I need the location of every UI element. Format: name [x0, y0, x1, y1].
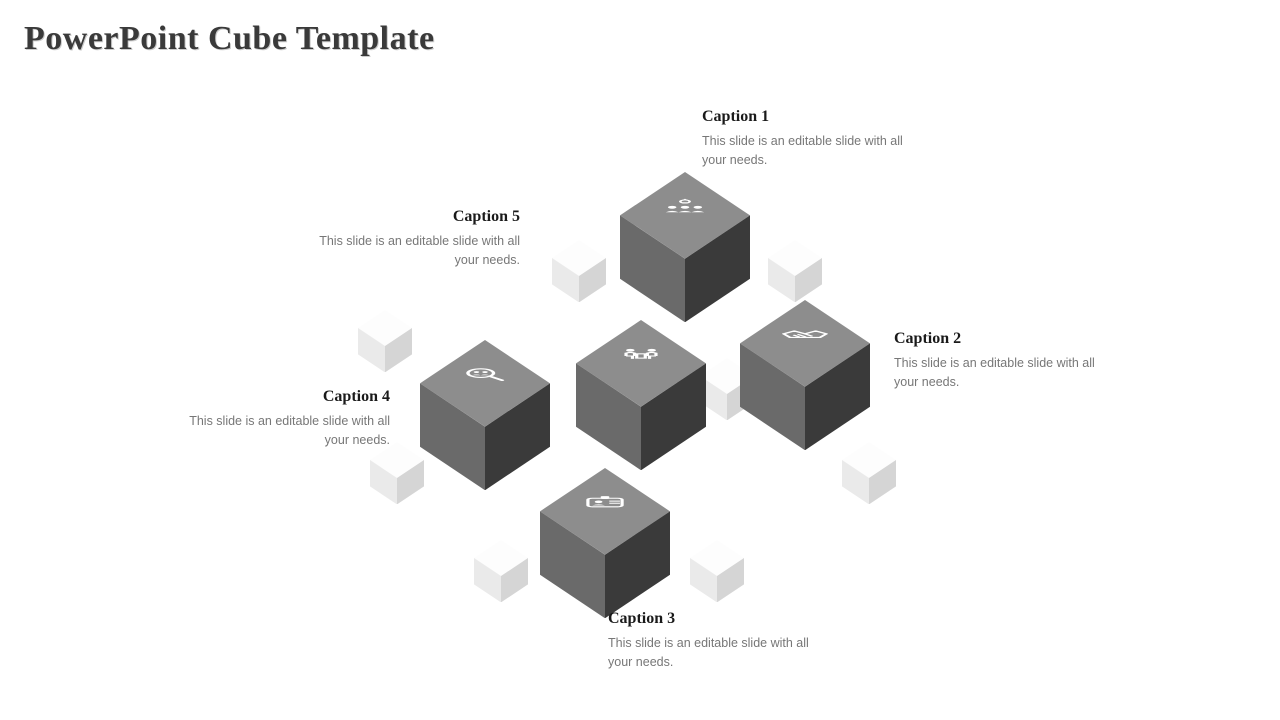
- meeting-icon: [553, 340, 729, 374]
- small-cube: [842, 442, 896, 504]
- caption-body: This slide is an editable slide with all…: [310, 232, 520, 270]
- small-cube: [768, 240, 822, 302]
- team-idea-icon: [597, 192, 773, 226]
- caption-title: Caption 5: [310, 208, 520, 226]
- cube-bottom: [540, 468, 670, 618]
- caption-body: This slide is an editable slide with all…: [894, 354, 1104, 392]
- caption-1: Caption 1 This slide is an editable slide…: [702, 108, 912, 170]
- cube-center: [576, 320, 706, 470]
- small-cube: [552, 240, 606, 302]
- diagram-stage: Caption 1 This slide is an editable slide…: [0, 0, 1280, 720]
- small-cube: [474, 540, 528, 602]
- handshake-icon: [717, 320, 893, 354]
- caption-body: This slide is an editable slide with all…: [702, 132, 912, 170]
- cube-right: [740, 300, 870, 450]
- caption-title: Caption 3: [608, 610, 818, 628]
- caption-title: Caption 1: [702, 108, 912, 126]
- caption-body: This slide is an editable slide with all…: [608, 634, 818, 672]
- caption-body: This slide is an editable slide with all…: [180, 412, 390, 450]
- caption-4: Caption 4 This slide is an editable slide…: [180, 388, 390, 450]
- caption-3: Caption 3 This slide is an editable slide…: [608, 610, 818, 672]
- cube-top: [620, 172, 750, 322]
- caption-5: Caption 5 This slide is an editable slide…: [310, 208, 520, 270]
- magnify-people-icon: [397, 360, 573, 394]
- id-badge-icon: [517, 488, 693, 522]
- caption-2: Caption 2 This slide is an editable slide…: [894, 330, 1104, 392]
- cube-left: [420, 340, 550, 490]
- small-cube: [690, 540, 744, 602]
- caption-title: Caption 2: [894, 330, 1104, 348]
- caption-title: Caption 4: [180, 388, 390, 406]
- small-cube: [370, 442, 424, 504]
